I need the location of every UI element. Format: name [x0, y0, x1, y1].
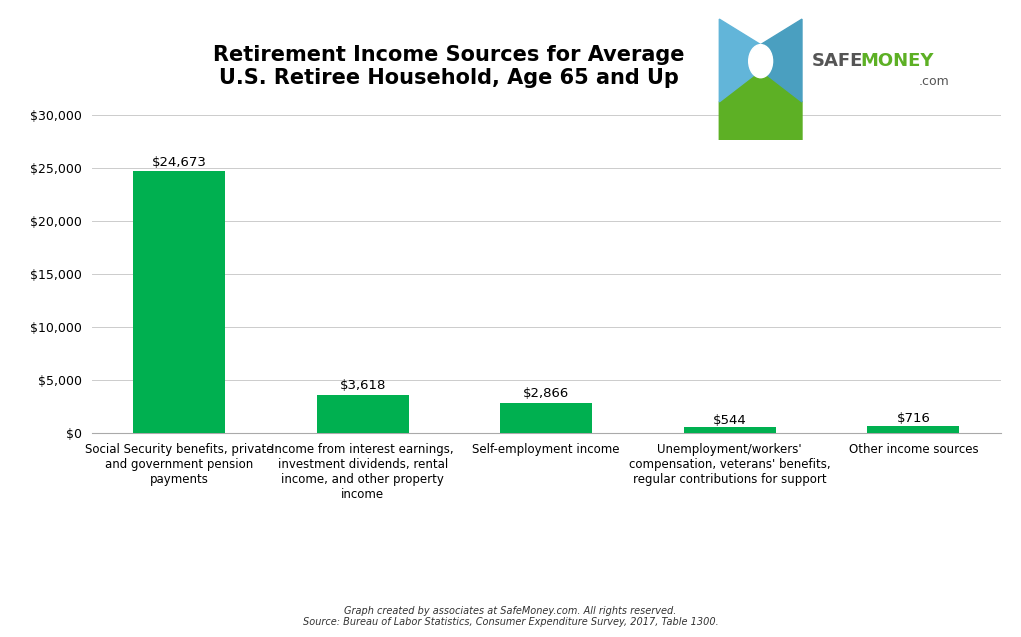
Circle shape	[748, 45, 773, 78]
Bar	[684, 427, 776, 433]
Text: $716: $716	[896, 412, 930, 425]
Polygon shape	[719, 70, 801, 140]
Bar	[317, 395, 408, 433]
Polygon shape	[719, 19, 761, 102]
Bar	[500, 403, 592, 433]
Text: $3,618: $3,618	[339, 379, 386, 392]
Text: $544: $544	[713, 413, 746, 427]
Text: SAFE: SAFE	[812, 52, 863, 69]
Text: $24,673: $24,673	[152, 155, 206, 169]
Bar	[133, 171, 225, 433]
Text: $2,866: $2,866	[523, 387, 570, 400]
Polygon shape	[761, 19, 801, 102]
Bar	[868, 426, 960, 433]
Text: MONEY: MONEY	[861, 52, 934, 69]
Text: Retirement Income Sources for Average
U.S. Retiree Household, Age 65 and Up: Retirement Income Sources for Average U.…	[213, 45, 685, 89]
Text: Graph created by associates at SafeMoney.com. All rights reserved.
Source: Burea: Graph created by associates at SafeMoney…	[302, 606, 719, 627]
Text: .com: .com	[919, 75, 950, 88]
